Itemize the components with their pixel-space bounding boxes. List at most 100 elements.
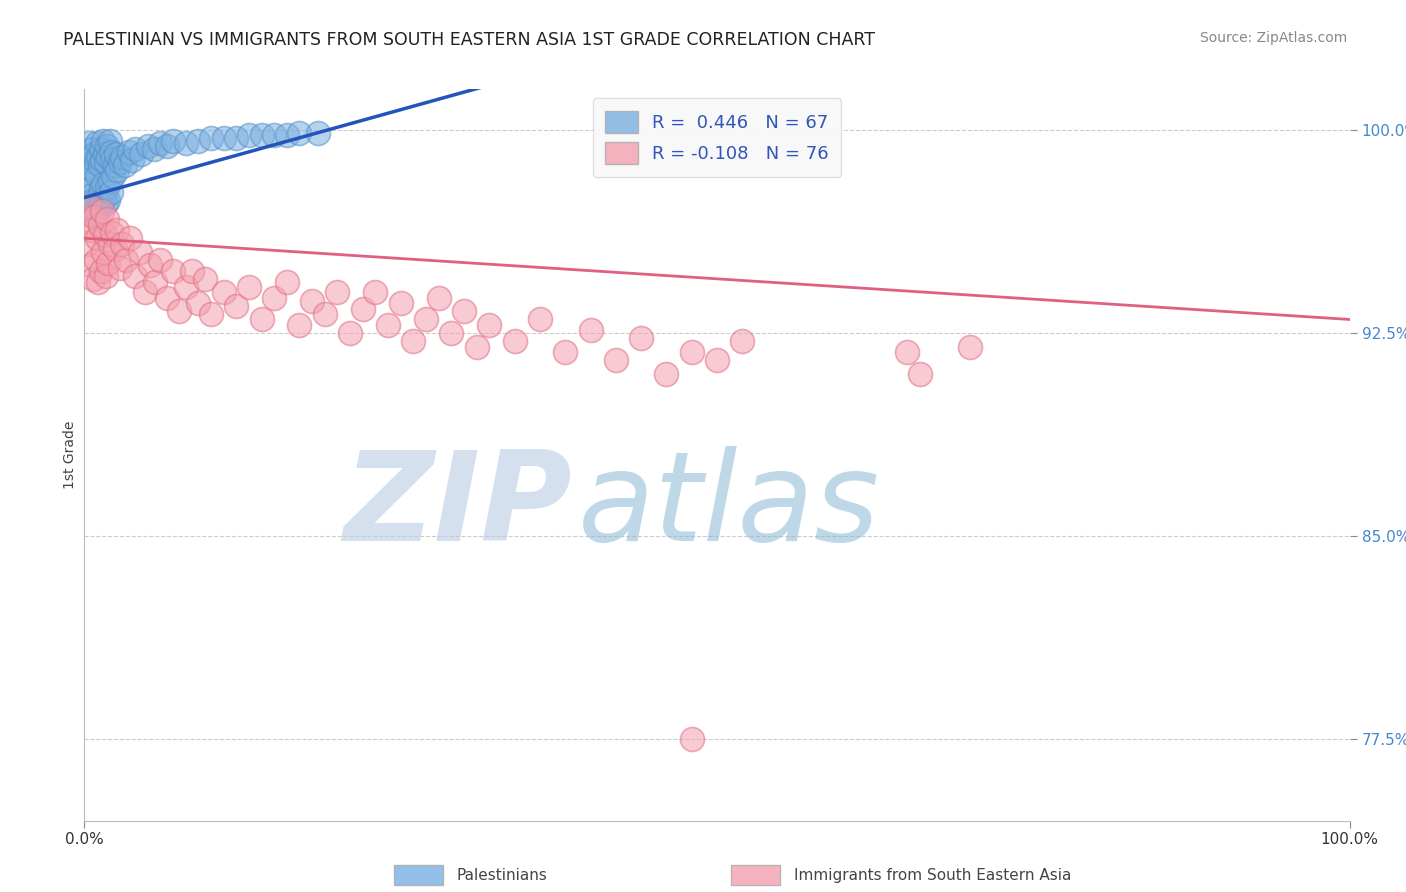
Point: [503, 334, 526, 348]
Point: [93, 244, 115, 259]
Point: [307, 126, 329, 140]
Point: [79, 155, 103, 169]
Point: [389, 296, 412, 310]
Point: [169, 304, 191, 318]
Point: [155, 291, 177, 305]
Point: [121, 153, 143, 167]
Point: [98, 236, 121, 251]
Point: [288, 126, 311, 140]
Point: [79, 182, 101, 196]
Point: [129, 244, 152, 259]
Point: [77, 150, 100, 164]
Point: [100, 145, 122, 159]
Point: [180, 263, 204, 277]
Text: Palestinians: Palestinians: [457, 869, 548, 883]
Point: [82, 163, 104, 178]
Point: [114, 158, 136, 172]
Text: PALESTINIAN VS IMMIGRANTS FROM SOUTH EASTERN ASIA 1ST GRADE CORRELATION CHART: PALESTINIAN VS IMMIGRANTS FROM SOUTH EAS…: [63, 31, 876, 49]
Point: [605, 353, 627, 368]
Point: [427, 291, 450, 305]
Point: [129, 147, 153, 161]
Point: [124, 142, 146, 156]
Point: [681, 345, 703, 359]
Point: [731, 334, 754, 348]
Point: [655, 367, 678, 381]
Point: [364, 285, 387, 300]
Point: [453, 304, 475, 318]
Point: [76, 212, 98, 227]
Point: [118, 231, 141, 245]
Point: [225, 299, 247, 313]
Point: [174, 136, 197, 151]
Point: [82, 272, 104, 286]
Point: [554, 345, 576, 359]
Point: [162, 134, 184, 148]
Point: [111, 236, 134, 251]
Text: atlas: atlas: [578, 446, 880, 566]
Point: [174, 280, 197, 294]
Point: [97, 194, 120, 208]
Point: [90, 263, 112, 277]
Point: [91, 204, 114, 219]
Point: [326, 285, 349, 300]
Point: [111, 150, 134, 164]
Point: [79, 258, 103, 272]
Point: [91, 194, 114, 208]
Point: [339, 326, 361, 340]
Point: [87, 150, 110, 164]
Point: [79, 136, 101, 151]
Point: [97, 255, 120, 269]
Point: [94, 196, 117, 211]
Point: [93, 147, 115, 161]
Point: [314, 307, 336, 321]
Point: [86, 210, 108, 224]
Point: [97, 150, 120, 164]
Point: [377, 318, 399, 332]
Point: [93, 134, 115, 148]
Point: [82, 207, 104, 221]
Point: [115, 252, 138, 267]
Point: [90, 142, 112, 156]
Point: [263, 291, 285, 305]
Point: [238, 128, 260, 143]
Point: [91, 153, 114, 167]
Point: [90, 182, 112, 196]
Point: [94, 269, 117, 284]
Point: [959, 340, 981, 354]
Point: [104, 242, 127, 256]
Point: [134, 285, 156, 300]
Point: [105, 147, 127, 161]
Point: [301, 293, 323, 308]
Point: [86, 169, 108, 183]
Point: [288, 318, 311, 332]
Point: [83, 210, 105, 224]
Point: [89, 199, 111, 213]
Point: [84, 155, 107, 169]
Point: [155, 139, 177, 153]
Point: [76, 171, 98, 186]
Point: [465, 340, 488, 354]
Point: [96, 179, 118, 194]
Point: [143, 275, 166, 289]
Point: [103, 169, 125, 183]
Point: [105, 163, 128, 178]
Point: [89, 158, 111, 172]
Point: [98, 134, 121, 148]
Point: [212, 285, 235, 300]
Point: [79, 199, 101, 213]
Point: [79, 199, 103, 213]
Point: [84, 252, 107, 267]
Point: [96, 212, 118, 227]
Point: [162, 263, 184, 277]
Point: [93, 228, 115, 243]
Point: [415, 312, 437, 326]
Point: [402, 334, 425, 348]
Point: [250, 312, 273, 326]
Point: [681, 732, 703, 747]
Point: [139, 258, 162, 272]
Text: Immigrants from South Eastern Asia: Immigrants from South Eastern Asia: [794, 869, 1071, 883]
Point: [100, 185, 122, 199]
Point: [352, 301, 374, 316]
Point: [200, 131, 222, 145]
Text: ZIP: ZIP: [343, 446, 571, 566]
